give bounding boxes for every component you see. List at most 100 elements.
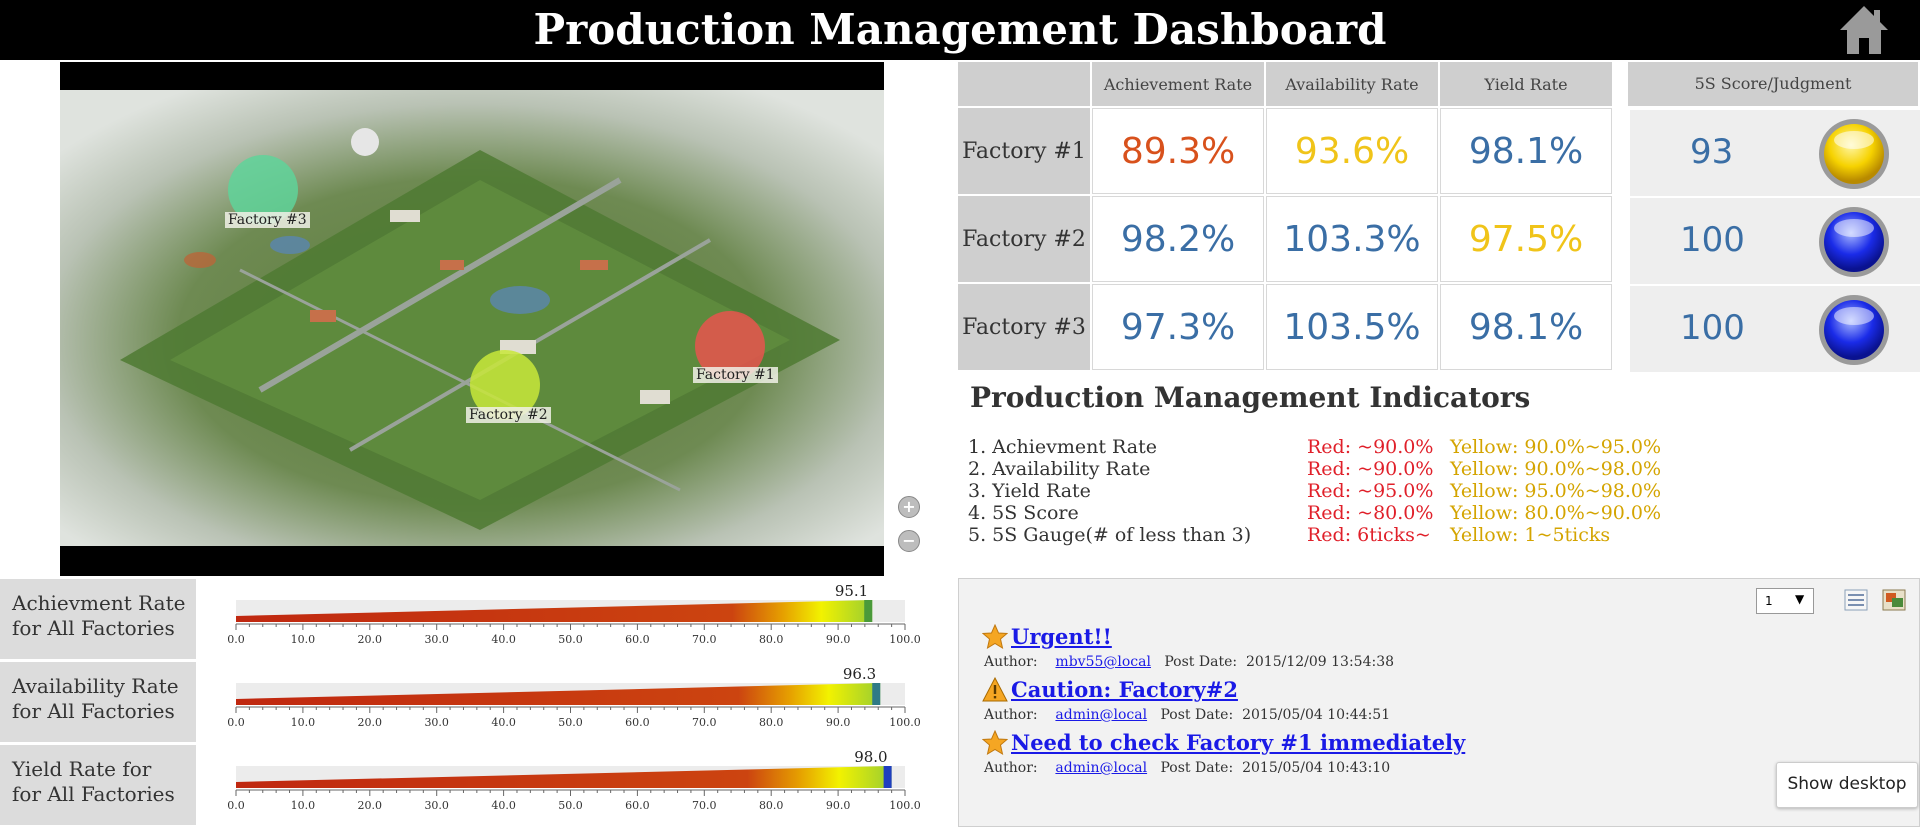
gauge-tick-label: 100.0 xyxy=(889,799,921,812)
campus-aerial-image xyxy=(60,90,884,546)
post-date: 2015/05/04 10:43:10 xyxy=(1242,760,1391,776)
author-link[interactable]: admin@local xyxy=(1055,707,1148,723)
gauge-bar-end xyxy=(872,683,881,705)
indicator-name: 1. Achievment Rate xyxy=(968,436,1157,458)
gauge-tick-label: 20.0 xyxy=(358,633,383,646)
score-cell: 100 xyxy=(1630,198,1920,284)
gauge-tick-label: 50.0 xyxy=(558,716,583,729)
header-yield: Yield Rate xyxy=(1440,62,1612,106)
list-view-icon[interactable] xyxy=(1844,588,1868,612)
author-link[interactable]: admin@local xyxy=(1055,760,1148,776)
availability-value: 103.5% xyxy=(1266,284,1438,370)
gauge-tick-label: 0.0 xyxy=(227,799,245,812)
star-icon xyxy=(982,624,1008,650)
gauge-tick-label: 30.0 xyxy=(424,799,449,812)
kpi-table: Achievement Rate Availability Rate Yield… xyxy=(956,60,1614,372)
gauge-bar xyxy=(236,683,881,705)
gauge-tick-label: 70.0 xyxy=(692,716,717,729)
gauge-tick-label: 40.0 xyxy=(491,633,515,646)
post-date-label: Post Date: xyxy=(1160,707,1234,723)
post-title-link[interactable]: Need to check Factory #1 immediately xyxy=(1011,730,1466,755)
author-label: Author: xyxy=(984,760,1038,776)
yield-value: 97.5% xyxy=(1440,196,1612,282)
gauge-tick-label: 100.0 xyxy=(889,716,921,729)
gauge-label-achievement: Achievment Rate for All Factories xyxy=(0,579,196,659)
gauge-value-label: 98.0 xyxy=(854,748,887,766)
corner-cell xyxy=(958,62,1090,106)
indicator-yellow: Yellow: 90.0%~98.0% xyxy=(1450,458,1662,480)
row-factory: Factory #2 xyxy=(958,196,1090,282)
gauge-tick-label: 20.0 xyxy=(358,799,383,812)
gauge-tick-label: 50.0 xyxy=(558,799,583,812)
gauge-label-line: Achievment Rate xyxy=(12,591,186,615)
gauge-tick-label: 10.0 xyxy=(291,716,316,729)
gauge-tick-label: 10.0 xyxy=(291,633,316,646)
factory-1-label: Factory #1 xyxy=(693,367,778,383)
score-value: 93 xyxy=(1690,132,1734,172)
gauge-label-line: for All Factories xyxy=(12,699,175,723)
indicator-red: Red: ~90.0% xyxy=(1307,436,1434,458)
zoom-out-button[interactable]: − xyxy=(898,530,920,552)
gauge-tick-label: 0.0 xyxy=(227,716,245,729)
yield-value: 98.1% xyxy=(1440,108,1612,194)
gauge-tick-label: 70.0 xyxy=(692,633,717,646)
home-icon[interactable] xyxy=(1836,2,1892,58)
campus-map[interactable]: Factory #3 Factory #1 Factory #2 xyxy=(60,62,884,576)
gauge-tick-label: 60.0 xyxy=(625,633,650,646)
indicator-name: 2. Availability Rate xyxy=(968,458,1151,480)
availability-value: 93.6% xyxy=(1266,108,1438,194)
page-select[interactable]: 1 ▼ xyxy=(1756,588,1814,614)
indicator-yellow: Yellow: 95.0%~98.0% xyxy=(1450,480,1662,502)
post-date-label: Post Date: xyxy=(1164,654,1238,670)
gauge-label-line: Availability Rate xyxy=(12,674,179,698)
gauge-tick-label: 90.0 xyxy=(826,799,851,812)
post-title-link[interactable]: Urgent!! xyxy=(1011,624,1112,649)
blue-judgment-icon xyxy=(1819,207,1889,277)
author-link[interactable]: mbv55@local xyxy=(1055,654,1151,670)
gauges-chart: 95.1 0.0 10.0 20.0 30.0 40.0 50.0 60.0 70.0 80.0 9… xyxy=(227,582,921,812)
zoom-in-button[interactable]: + xyxy=(898,496,920,518)
gauge-tick-label: 30.0 xyxy=(424,633,449,646)
chevron-down-icon: ▼ xyxy=(1795,592,1805,606)
gauge-bar xyxy=(236,600,873,622)
indicator-red: Red: ~95.0% xyxy=(1307,480,1434,502)
gauge-label-line: for All Factories xyxy=(12,782,175,806)
header-5s-score: 5S Score/Judgment xyxy=(1628,62,1918,106)
indicator-yellow: Yellow: 90.0%~95.0% xyxy=(1450,436,1662,458)
show-desktop-button[interactable]: Show desktop xyxy=(1776,762,1918,808)
gauge-bar-end xyxy=(883,766,892,788)
indicators-title: Production Management Indicators xyxy=(970,381,1531,414)
warning-icon xyxy=(982,677,1008,702)
post-date-label: Post Date: xyxy=(1160,760,1234,776)
gauge-tick-label: 80.0 xyxy=(759,799,784,812)
achievement-value: 98.2% xyxy=(1092,196,1264,282)
table-row: Factory #2 98.2% 103.3% 97.5% xyxy=(958,196,1612,282)
gauge-tick-label: 0.0 xyxy=(227,633,245,646)
achievement-value: 89.3% xyxy=(1092,108,1264,194)
page-select-value: 1 xyxy=(1765,594,1773,608)
factory-3-label: Factory #3 xyxy=(225,212,310,228)
score-cell: 93 xyxy=(1630,110,1920,196)
post-title-link[interactable]: Caution: Factory#2 xyxy=(1011,677,1238,702)
gauge-bar-end xyxy=(864,600,873,622)
gauge-label-line: Yield Rate for xyxy=(12,757,152,781)
indicator-red: Red: 6ticks~ xyxy=(1307,524,1431,546)
gauge-bar xyxy=(236,766,892,788)
gauge-tick-label: 50.0 xyxy=(558,633,583,646)
gallery-view-icon[interactable] xyxy=(1882,588,1906,612)
gauge-value-label: 95.1 xyxy=(835,582,868,600)
gauge-tick-label: 40.0 xyxy=(491,716,515,729)
author-label: Author: xyxy=(984,707,1038,723)
gauge-tick-label: 30.0 xyxy=(424,716,449,729)
yellow-judgment-icon xyxy=(1819,119,1889,189)
indicator-yellow: Yellow: 1~5ticks xyxy=(1450,524,1611,546)
indicator-yellow: Yellow: 80.0%~90.0% xyxy=(1450,502,1662,524)
table-row: Factory #3 97.3% 103.5% 98.1% xyxy=(958,284,1612,370)
header-achievement: Achievement Rate xyxy=(1092,62,1264,106)
author-label: Author: xyxy=(984,654,1038,670)
gauge-tick-label: 60.0 xyxy=(625,716,650,729)
page-title: Production Management Dashboard xyxy=(533,5,1387,54)
gauge-tick-label: 60.0 xyxy=(625,799,650,812)
gauge-label-yield: Yield Rate for for All Factories xyxy=(0,745,196,825)
score-value: 100 xyxy=(1680,308,1745,348)
